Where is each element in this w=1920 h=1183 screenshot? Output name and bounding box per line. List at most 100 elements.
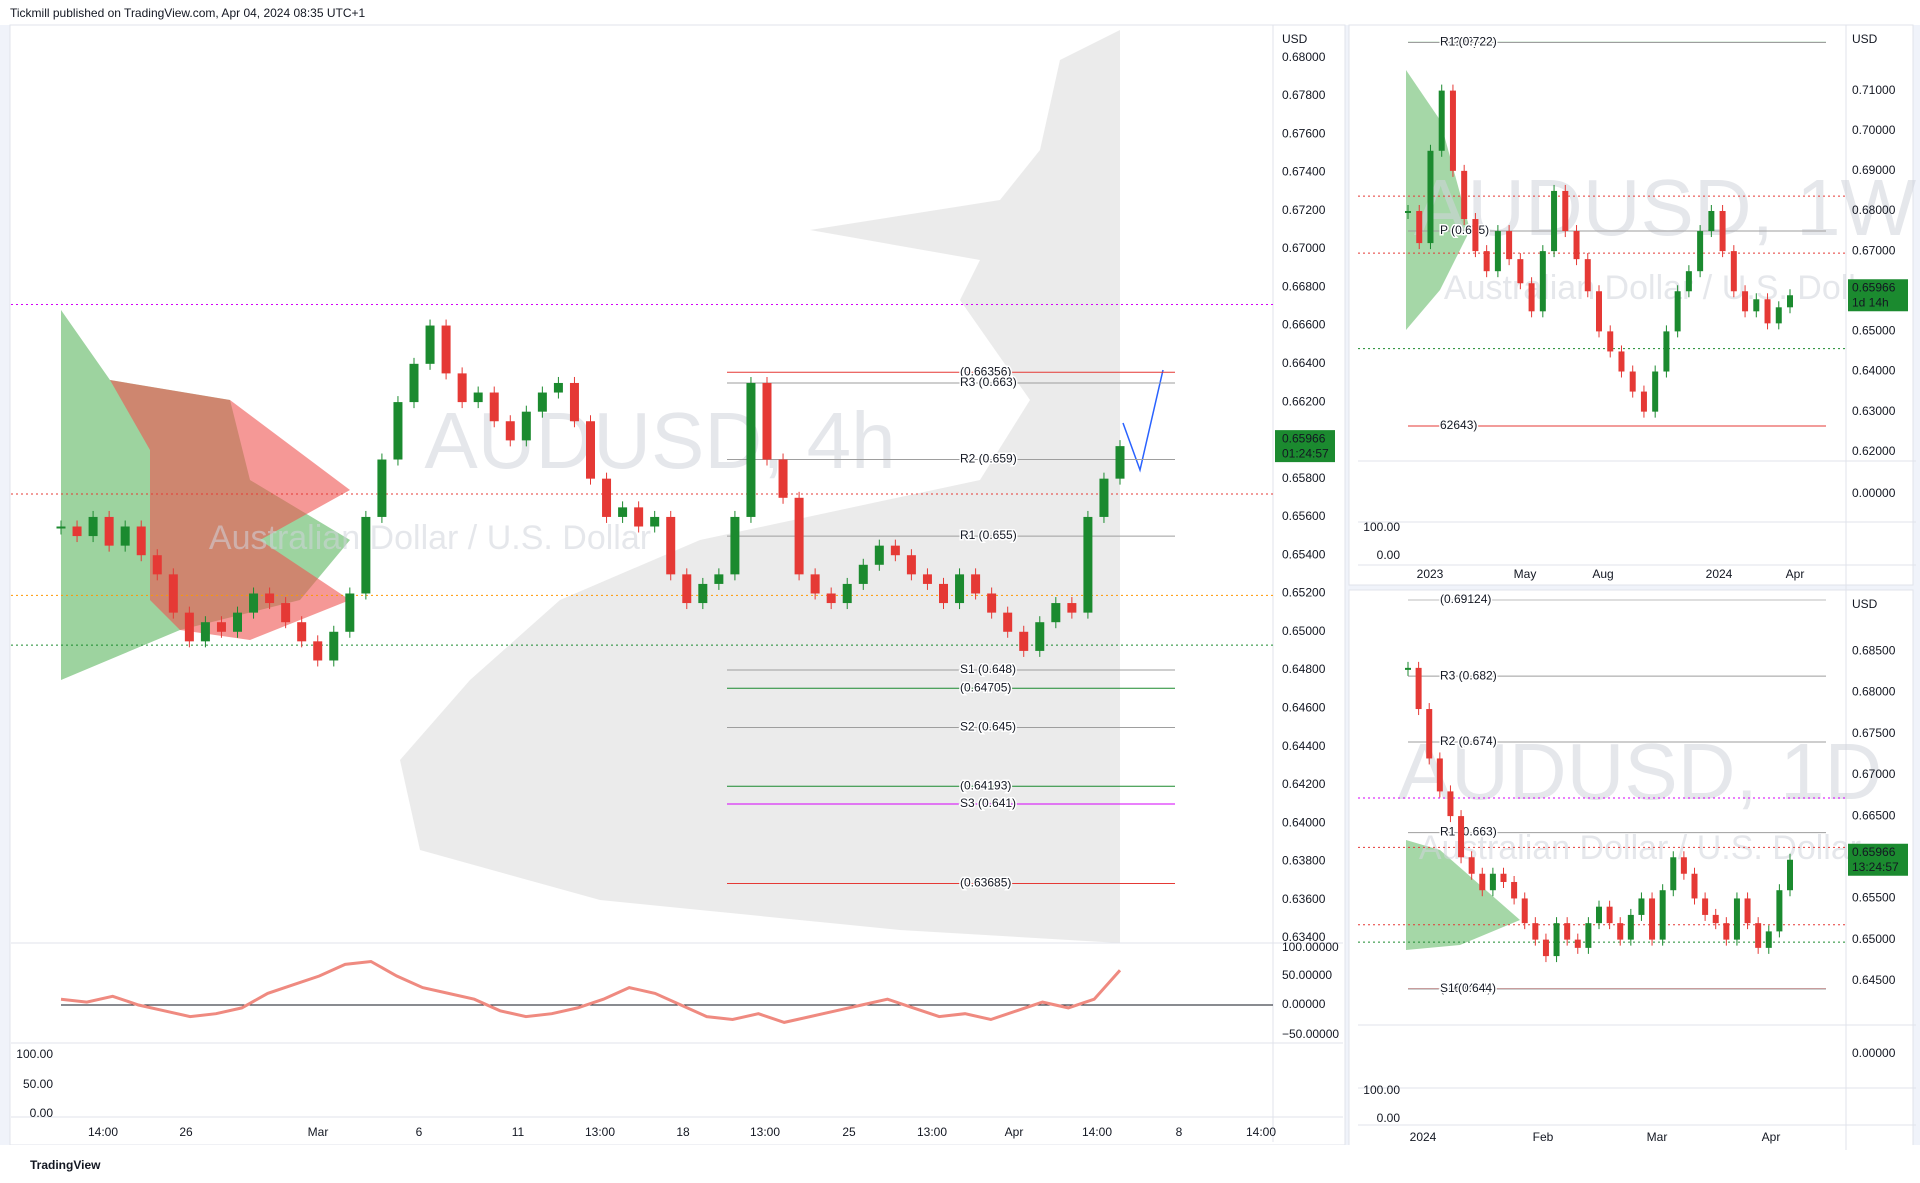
candle <box>1416 210 1423 244</box>
candle <box>1528 283 1535 312</box>
price-label: 0.65600 <box>1282 509 1326 523</box>
candle <box>842 583 852 604</box>
candle <box>1712 914 1719 924</box>
time-label: 2023 <box>1417 567 1444 581</box>
price-label: 0.67500 <box>1852 726 1896 740</box>
stochastic-label: 50.00 <box>23 1077 53 1091</box>
level-label: R2 (0.659) <box>960 452 1017 466</box>
level-label: S1 (0.648) <box>960 662 1016 676</box>
price-label: 0.63600 <box>1282 892 1326 906</box>
candle <box>810 574 820 594</box>
candle <box>1511 881 1518 899</box>
candle <box>1685 271 1692 292</box>
candle <box>184 612 194 642</box>
level-label: R1 (0.663) <box>1440 825 1497 839</box>
price-label: 0.64800 <box>1282 662 1326 676</box>
top-bar <box>0 0 1920 25</box>
level-label: R3 (0.663) <box>960 375 1017 389</box>
candle <box>1479 873 1486 891</box>
watermark: AUDUSD, 4h <box>424 396 895 485</box>
time-label: 2024 <box>1410 1130 1437 1144</box>
time-label: 2024 <box>1706 567 1733 581</box>
price-label: 0.70000 <box>1852 123 1896 137</box>
candle <box>441 325 451 374</box>
candle <box>168 574 178 613</box>
time-label: 13:00 <box>750 1125 780 1139</box>
candle <box>1542 939 1549 957</box>
candle <box>971 574 981 594</box>
level-label: (0.64404) <box>1440 981 1491 995</box>
candle <box>200 622 210 642</box>
price-label: 0.64000 <box>1852 364 1896 378</box>
price-label: 0.68000 <box>1852 203 1896 217</box>
price-label: 0.64000 <box>1282 815 1326 829</box>
level-label: (0.64705) <box>960 680 1011 694</box>
price-label: 0.66600 <box>1282 318 1326 332</box>
time-label: Apr <box>1005 1125 1024 1139</box>
candle <box>1564 923 1571 940</box>
price-label: 0.65400 <box>1282 547 1326 561</box>
candle <box>762 382 772 460</box>
candle <box>1019 631 1029 651</box>
candle <box>313 641 323 661</box>
candle <box>1744 898 1751 924</box>
candle <box>216 622 226 632</box>
time-label: 11 <box>512 1125 525 1139</box>
stochastic-label: 0.00 <box>1377 1111 1401 1125</box>
candle <box>1618 351 1625 372</box>
candle <box>56 526 66 529</box>
candle <box>1702 898 1709 915</box>
candle <box>1764 299 1771 324</box>
price-label: 0.63000 <box>1852 404 1896 418</box>
candle <box>634 507 644 527</box>
candle <box>1539 251 1546 312</box>
candle <box>682 574 692 604</box>
candle <box>890 545 900 556</box>
candle <box>1083 516 1093 613</box>
candle <box>1629 371 1636 392</box>
candle <box>505 421 515 441</box>
oscillator-label: −50.00000 <box>1282 1027 1339 1041</box>
candle <box>329 631 339 661</box>
candle <box>1663 331 1670 372</box>
price-label: 0.65800 <box>1282 471 1326 485</box>
candle <box>1765 931 1772 948</box>
price-label: 0.66400 <box>1282 356 1326 370</box>
candle <box>152 555 162 575</box>
currency: USD <box>1852 32 1878 46</box>
candle <box>361 516 371 594</box>
brand: TradingView <box>30 1158 101 1172</box>
price-label: 0.64400 <box>1282 739 1326 753</box>
candle <box>1733 898 1740 940</box>
price-label: 0.69000 <box>1852 163 1896 177</box>
candle <box>1415 667 1422 710</box>
price-label: 0.68000 <box>1852 685 1896 699</box>
candle <box>1472 219 1479 252</box>
candle <box>1447 791 1454 817</box>
watermark-description: Australian Dollar / U.S. Dollar <box>1444 269 1886 307</box>
candle <box>1652 371 1659 412</box>
candle <box>425 325 435 364</box>
candle <box>457 373 467 403</box>
candle <box>1755 923 1762 948</box>
last-price: 0.65966 <box>1852 280 1896 294</box>
candle <box>1787 295 1793 308</box>
candle <box>1638 898 1645 915</box>
candle <box>1562 190 1569 232</box>
stochastic-label: 100.00 <box>1363 520 1400 534</box>
candle <box>1449 90 1456 171</box>
time-label: 14:00 <box>88 1125 118 1139</box>
level-label: R2 (0.674) <box>1440 734 1497 748</box>
watermark-description: Australian Dollar / U.S. Dollar <box>209 519 651 557</box>
price-label: 0.67400 <box>1282 165 1326 179</box>
candle <box>1500 873 1507 882</box>
candle <box>922 574 932 584</box>
candle <box>1573 231 1580 260</box>
price-label: 0.63400 <box>1282 930 1326 944</box>
stochastic-label: 100.00 <box>1363 1083 1400 1097</box>
candle <box>1438 90 1445 151</box>
candle <box>233 612 242 632</box>
candle <box>1606 906 1613 924</box>
price-label: 0.62000 <box>1852 444 1896 458</box>
